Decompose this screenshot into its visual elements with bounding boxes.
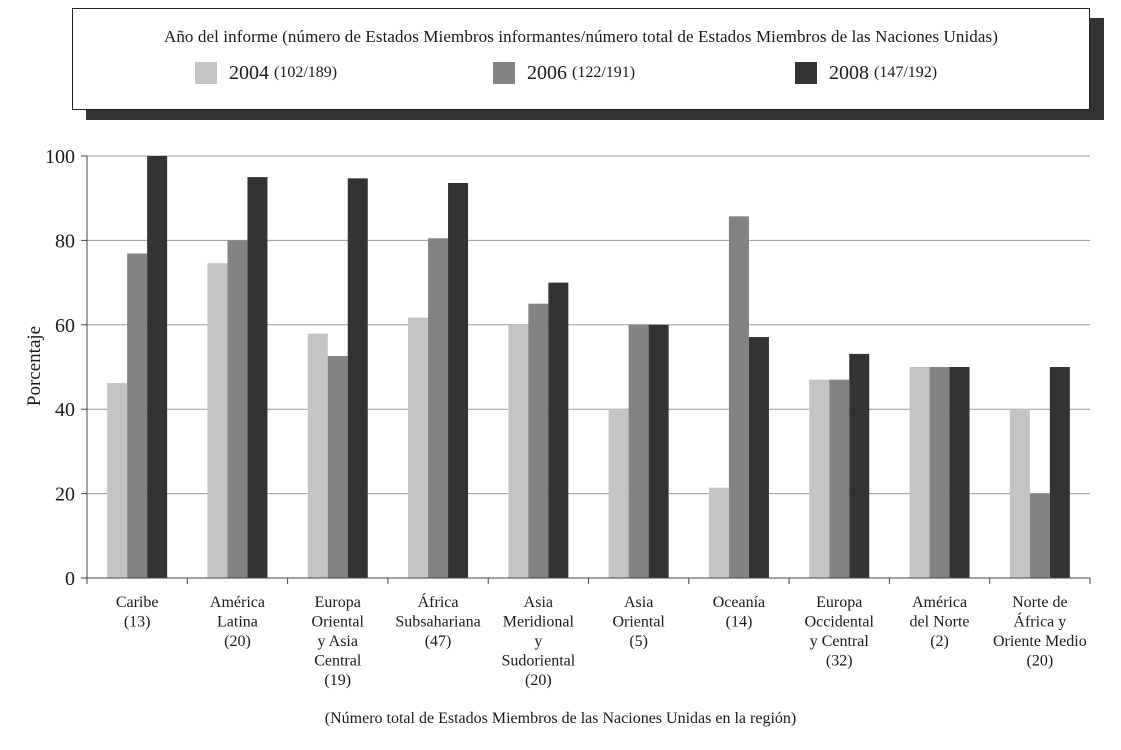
bar-2004-5 xyxy=(608,409,629,578)
legend-swatch-2006 xyxy=(493,62,515,84)
category-label-line: (5) xyxy=(629,633,648,650)
category-label-line: Norte de xyxy=(1012,594,1068,611)
legend: Año del informe (número de Estados Miemb… xyxy=(72,8,1090,110)
bar-2008-2 xyxy=(347,178,368,578)
legend-note: (122/191) xyxy=(572,64,636,81)
category-label-line: Sudoriental xyxy=(501,653,575,670)
legend-note: (102/189) xyxy=(274,64,338,81)
bar-2006-4 xyxy=(528,303,549,578)
category-label-line: África y xyxy=(1013,612,1066,631)
category-label-line: Subsahariana xyxy=(395,614,480,631)
bar-2008-9 xyxy=(1049,367,1070,578)
category-label: Norte de África y Oriente Medio (20) xyxy=(993,594,1087,670)
bar-2008-5 xyxy=(648,324,669,578)
bar-2006-2 xyxy=(327,356,348,578)
category-label-line: (20) xyxy=(224,633,251,650)
category-label-line: (32) xyxy=(826,653,853,670)
bar-2004-0 xyxy=(107,383,128,578)
legend-title: Año del informe (número de Estados Miemb… xyxy=(163,27,999,46)
category-label-line: Oceanía xyxy=(713,594,765,611)
bar-2006-6 xyxy=(728,216,749,578)
category-label-line: Oriental xyxy=(612,614,665,631)
category-label-line: Europa xyxy=(816,594,862,611)
category-label-line: Meridional xyxy=(503,614,575,631)
category-label-line: del Norte xyxy=(910,614,970,631)
bar-2008-7 xyxy=(849,353,870,578)
legend-note: (147/192) xyxy=(874,64,938,81)
bar-2006-0 xyxy=(127,253,148,578)
category-label-line: y Asia xyxy=(318,633,358,650)
category-label: América del Norte (2) xyxy=(910,594,970,650)
bar-2006-1 xyxy=(227,240,248,578)
y-tick-label: 60 xyxy=(55,315,75,337)
x-axis-label: (Número total de Estados Miembros de las… xyxy=(324,710,797,727)
category-label-line: Occidental xyxy=(805,614,875,631)
category-label-line: (2) xyxy=(930,633,949,650)
category-label-line: (20) xyxy=(525,672,552,689)
bar-2004-9 xyxy=(1009,409,1030,578)
category-label: América Latina (20) xyxy=(210,594,265,650)
category-label-line: (13) xyxy=(124,614,151,631)
bar-2004-7 xyxy=(809,379,830,578)
category-label-line: Central xyxy=(314,653,362,670)
category-label-line: África xyxy=(418,592,459,611)
bar-2004-2 xyxy=(307,333,328,578)
legend-item-2006: 2006 (122/191) xyxy=(493,61,635,85)
legend-item-2004: 2004 (102/189) xyxy=(195,61,337,85)
legend-item-2008: 2008 (147/192) xyxy=(795,61,937,85)
category-label-line: América xyxy=(210,594,265,611)
y-tick-label: 80 xyxy=(55,230,75,252)
legend-year: 2008 xyxy=(829,61,869,84)
category-label: África Subsahariana (47) xyxy=(395,592,480,650)
bar-2006-7 xyxy=(829,379,850,578)
bar-2008-6 xyxy=(748,337,769,578)
bar-2008-3 xyxy=(448,183,469,578)
y-tick-label: 40 xyxy=(55,399,75,421)
category-label: Europa Occidental y Central (32) xyxy=(805,594,875,670)
category-label-line: Caribe xyxy=(116,594,159,611)
bar-2006-8 xyxy=(929,367,950,578)
y-tick-label: 100 xyxy=(45,146,75,168)
category-label: Caribe (13) xyxy=(116,594,159,631)
legend-year: 2004 xyxy=(229,61,269,84)
category-label-line: Asia xyxy=(524,594,553,611)
category-label: Oceanía (14) xyxy=(713,594,765,631)
bar-2004-1 xyxy=(207,263,228,578)
legend-year: 2006 xyxy=(527,61,567,84)
category-label: Asia Meridional y Sudoriental (20) xyxy=(501,594,575,689)
bar-2004-8 xyxy=(909,367,930,578)
bar-2004-3 xyxy=(408,317,429,578)
bar-2004-6 xyxy=(708,487,729,578)
bar-2008-4 xyxy=(548,282,569,578)
category-label-line: y xyxy=(534,633,542,650)
category-label-line: (20) xyxy=(1027,653,1054,670)
category-label-line: (19) xyxy=(324,672,351,689)
category-label-line: Oriente Medio xyxy=(993,633,1087,650)
category-label: Europa Oriental y Asia Central (19) xyxy=(312,594,365,689)
y-tick-label: 20 xyxy=(55,484,75,506)
category-label-line: Europa xyxy=(315,594,361,611)
category-label-line: Asia xyxy=(624,594,653,611)
category-label-line: América xyxy=(912,594,967,611)
bar-2006-9 xyxy=(1029,493,1050,578)
bar-2008-1 xyxy=(247,177,268,578)
category-label-line: Latina xyxy=(217,614,258,631)
bar-2006-3 xyxy=(428,238,449,579)
category-label-line: (47) xyxy=(425,633,452,650)
category-label-line: y Central xyxy=(810,633,870,650)
legend-swatch-2008 xyxy=(795,62,817,84)
category-label-line: (14) xyxy=(726,614,753,631)
category-label: Asia Oriental (5) xyxy=(612,594,665,650)
bar-2004-4 xyxy=(508,324,529,578)
y-tick-label: 0 xyxy=(65,568,75,590)
category-label-line: Oriental xyxy=(312,614,365,631)
bar-2006-5 xyxy=(628,324,649,578)
legend-swatch-2004 xyxy=(195,62,217,84)
bar-2008-0 xyxy=(147,156,168,578)
bar-2008-8 xyxy=(949,367,970,578)
